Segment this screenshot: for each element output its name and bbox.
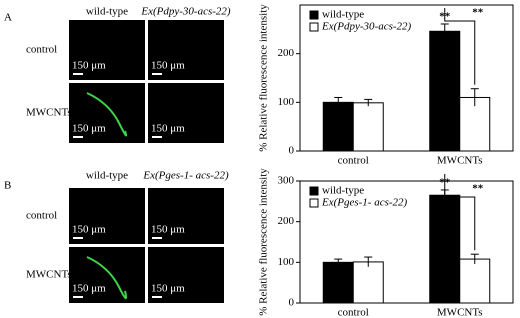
legend-label: Ex(Pdpy-30-acs-22) xyxy=(321,21,412,33)
micrograph xyxy=(148,20,224,80)
y-axis-label: % Relative fluorescence intensity xyxy=(258,168,270,316)
worm xyxy=(86,256,128,299)
legend-label: wild-type xyxy=(322,185,364,197)
y-tick-label: 200 xyxy=(278,47,295,59)
scale-bar-label: 150 μm xyxy=(72,123,106,135)
x-tick-label: control xyxy=(338,155,369,167)
micrograph xyxy=(69,247,145,303)
y-tick-label: 0 xyxy=(289,145,295,157)
panel-label: B xyxy=(4,180,11,192)
bar xyxy=(352,261,384,304)
micrograph xyxy=(69,188,145,244)
legend-label: wild-type xyxy=(322,9,364,21)
y-tick-label: 0 xyxy=(289,297,295,309)
scale-bar-label: 150 μm xyxy=(72,60,106,72)
scale-bar-label: 150 μm xyxy=(72,283,106,295)
worm xyxy=(86,92,128,137)
y-axis-label: % Relative fluorescence intensity xyxy=(258,4,270,152)
significance: ** xyxy=(472,7,484,19)
row-label: MWCNTs xyxy=(26,107,72,119)
y-tick-label: 200 xyxy=(278,215,295,227)
column-header: Ex(Pdpy-30-acs-22) xyxy=(140,6,231,18)
bar xyxy=(429,30,461,152)
scale-bar-label: 150 μm xyxy=(151,283,185,295)
plot-frame xyxy=(299,4,514,152)
plot-frame xyxy=(299,180,514,304)
micrograph xyxy=(148,188,224,244)
bar xyxy=(352,102,384,152)
bar xyxy=(322,261,354,304)
scale-bar-label: 150 μm xyxy=(72,224,106,236)
legend-label: Ex(Pges-1- acs-22) xyxy=(321,197,408,209)
legend-swatch xyxy=(309,22,319,32)
y-tick-label: 100 xyxy=(278,96,295,108)
bar xyxy=(459,258,491,304)
micrograph xyxy=(148,83,224,143)
bar xyxy=(322,101,354,152)
row-label: control xyxy=(26,210,57,222)
x-tick-label: MWCNTs xyxy=(437,155,483,167)
row-label: control xyxy=(26,44,57,56)
bracket xyxy=(444,7,476,85)
significance: ** xyxy=(472,183,484,195)
column-header: Ex(Pges-1- acs-22) xyxy=(142,170,229,182)
scale-bar-label: 150 μm xyxy=(151,123,185,135)
micrograph xyxy=(69,20,145,80)
legend-swatch xyxy=(309,186,319,196)
x-tick-label: control xyxy=(338,307,369,318)
row-label: MWCNTs xyxy=(26,269,72,281)
column-header: wild-type xyxy=(86,170,128,182)
y-tick-label: 300 xyxy=(278,175,295,187)
micrograph xyxy=(148,247,224,303)
panel-label: A xyxy=(4,12,12,24)
x-tick-label: MWCNTs xyxy=(437,307,483,318)
legend-swatch xyxy=(309,198,319,208)
column-header: wild-type xyxy=(86,6,128,18)
y-tick-label: 100 xyxy=(278,256,295,268)
bracket xyxy=(444,173,476,251)
bar xyxy=(429,194,461,304)
scale-bar-label: 150 μm xyxy=(151,224,185,236)
scale-bar-label: 150 μm xyxy=(151,60,185,72)
micrograph xyxy=(69,83,145,143)
bar xyxy=(459,96,491,152)
legend-swatch xyxy=(309,10,319,20)
